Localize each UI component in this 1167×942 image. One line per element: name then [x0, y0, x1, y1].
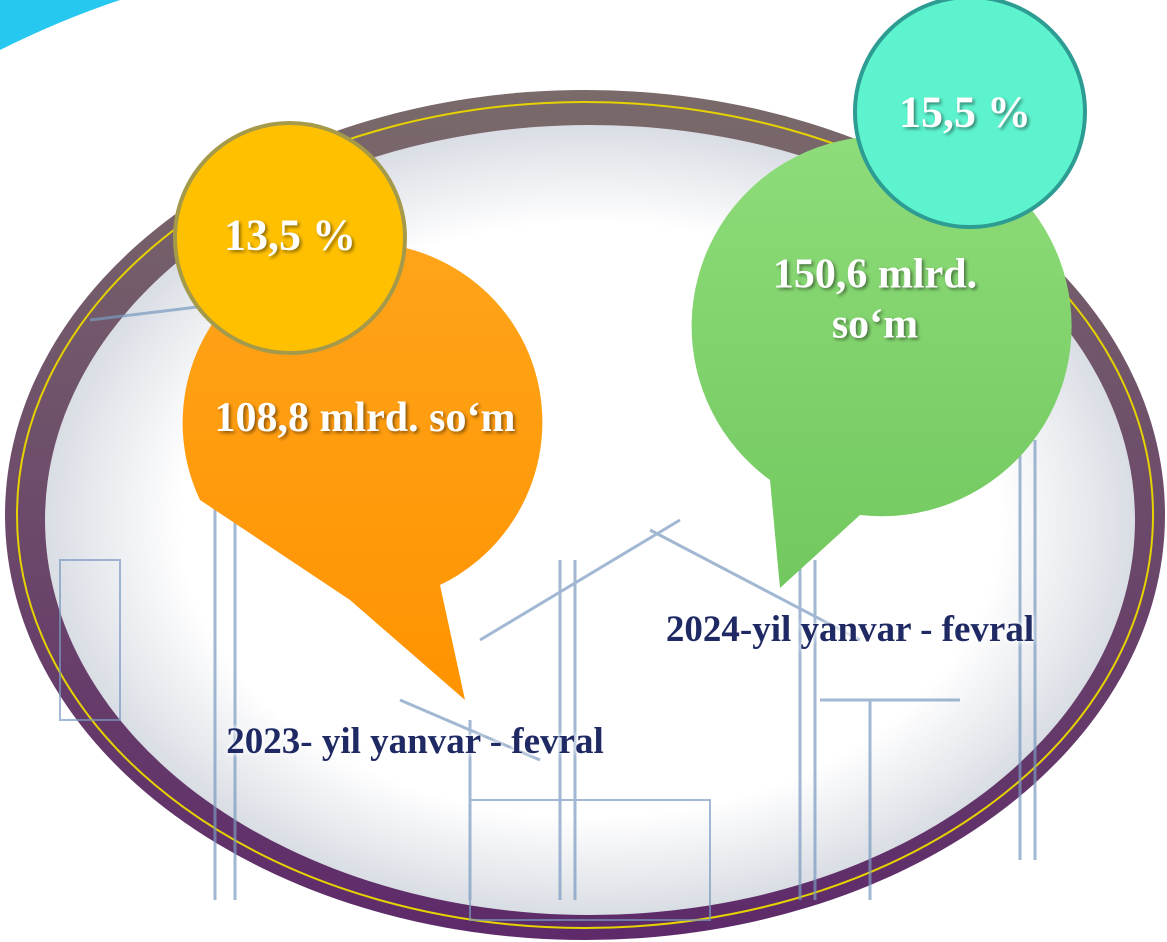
percent-2023: 13,5 % [224, 210, 356, 260]
teal-circle [853, 0, 1087, 229]
gold-edge [16, 101, 1154, 929]
orange-bubble [182, 242, 543, 700]
amount-2023: 108,8 mlrd. so‘m [214, 394, 516, 441]
corner-swoosh [0, 0, 120, 50]
green-bubble [691, 136, 1072, 589]
yellow-circle [173, 121, 407, 355]
cranes [59, 278, 1037, 921]
percent-2024: 15,5 % [899, 87, 1031, 137]
amount-2024: 150,6 mlrd. so‘m [772, 251, 978, 348]
period-2024: 2024-yil yanvar - fevral [665, 608, 1035, 650]
period-2023: 2023- yil yanvar - fevral [226, 720, 604, 762]
